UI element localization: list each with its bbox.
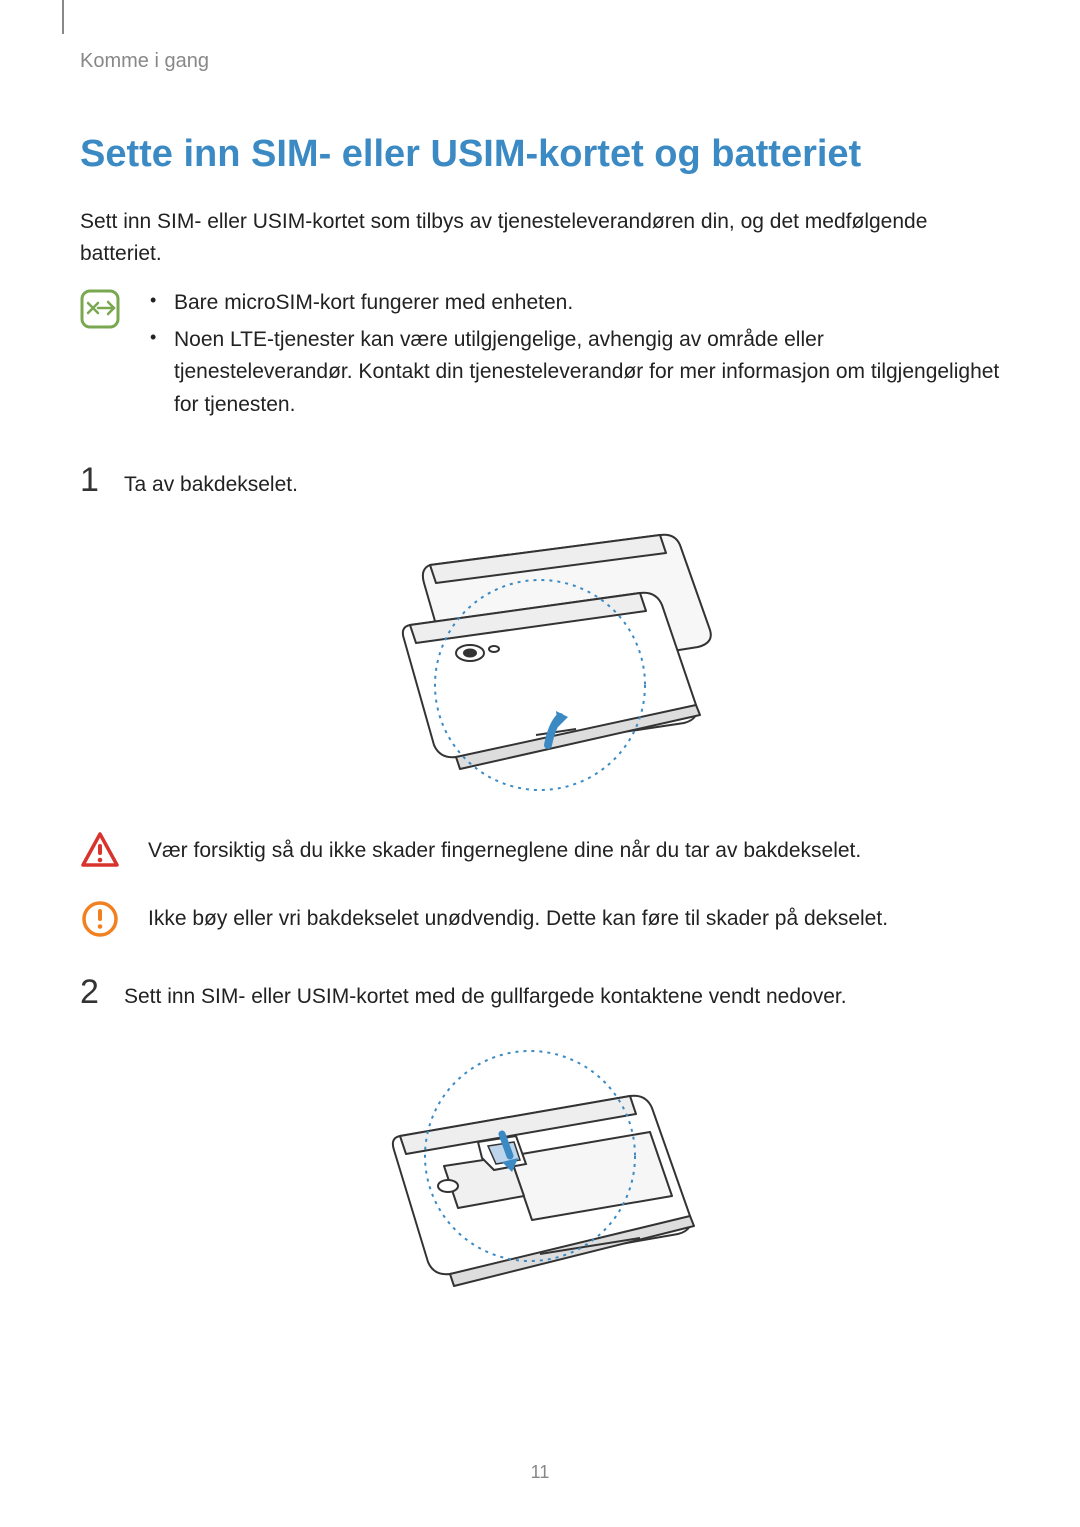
note-block: Bare microSIM-kort fungerer med enheten.… <box>80 287 1000 425</box>
step-number: 1 <box>80 461 108 500</box>
note-icon <box>80 289 120 329</box>
page-content: Komme i gang Sette inn SIM- eller USIM-k… <box>0 0 1080 1296</box>
warning-triangle-icon <box>80 831 120 871</box>
intro-text: Sett inn SIM- eller USIM-kortet som tilb… <box>80 206 1000 269</box>
caution-text: Ikke bøy eller vri bakdekselet unødvendi… <box>148 903 888 935</box>
step-1: 1 Ta av bakdekselet. <box>80 461 1000 501</box>
note-list: Bare microSIM-kort fungerer med enheten.… <box>148 287 1000 425</box>
caution-block: Ikke bøy eller vri bakdekselet unødvendi… <box>80 899 1000 939</box>
step-2: 2 Sett inn SIM- eller USIM-kortet med de… <box>80 973 1000 1013</box>
step-number: 2 <box>80 973 108 1012</box>
note-item: Noen LTE-tjenester kan være utilgjengeli… <box>148 324 1000 422</box>
warning-block: Vær forsiktig så du ikke skader fingerne… <box>80 831 1000 871</box>
note-item: Bare microSIM-kort fungerer med enheten. <box>148 287 1000 320</box>
caution-circle-icon <box>80 899 120 939</box>
illustration-step1 <box>80 525 1000 795</box>
page-number: 11 <box>0 1462 1080 1483</box>
step-text: Sett inn SIM- eller USIM-kortet med de g… <box>124 981 847 1013</box>
step-text: Ta av bakdekselet. <box>124 469 298 501</box>
page-title: Sette inn SIM- eller USIM-kortet og batt… <box>80 133 1000 176</box>
breadcrumb: Komme i gang <box>80 50 1000 73</box>
illustration-step2 <box>80 1036 1000 1296</box>
header-tick <box>62 0 64 34</box>
warning-text: Vær forsiktig så du ikke skader fingerne… <box>148 835 861 867</box>
